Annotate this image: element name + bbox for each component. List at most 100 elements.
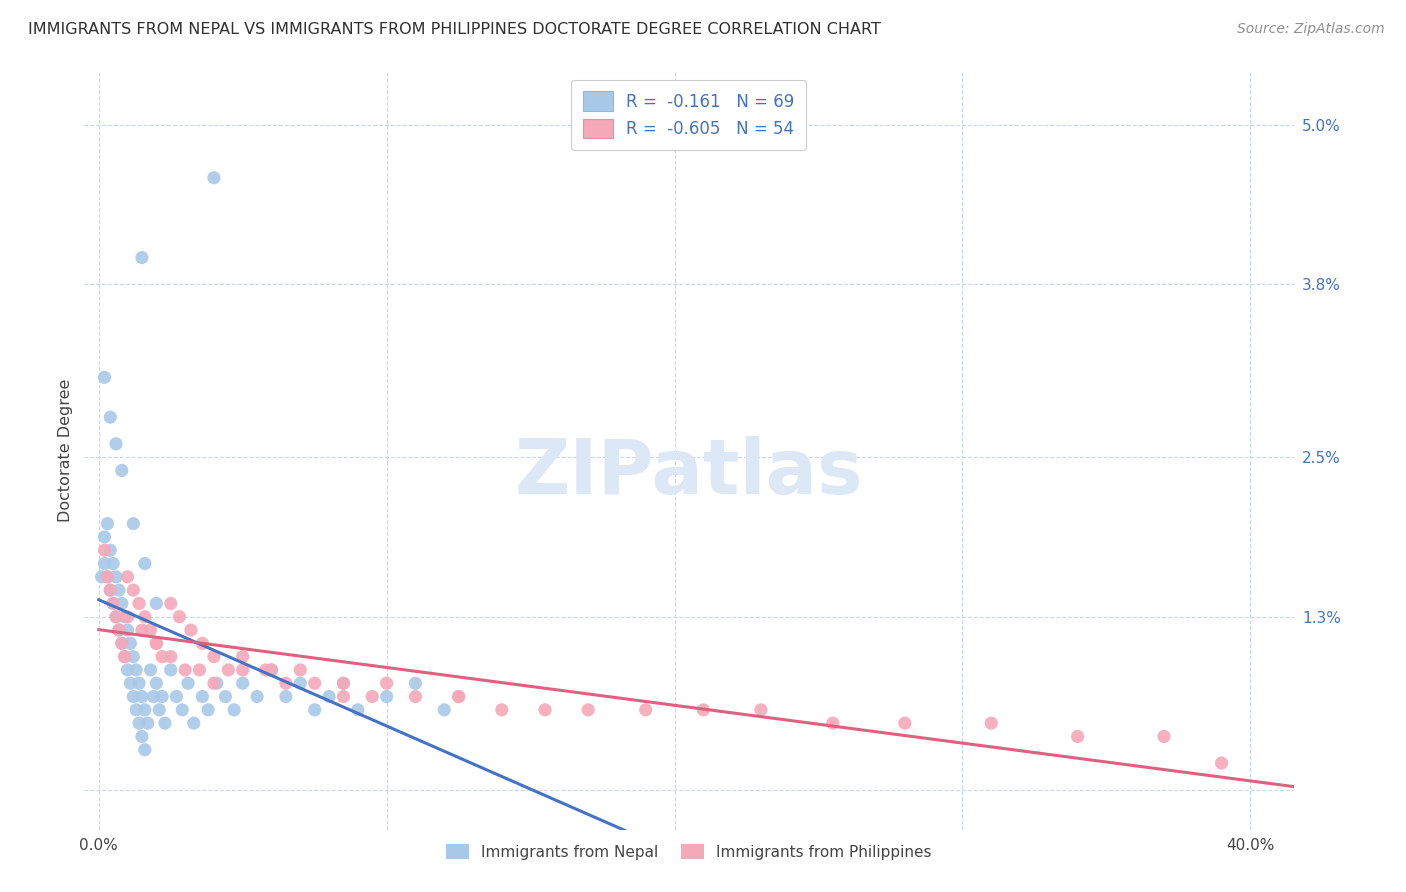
- Point: [134, 703, 156, 717]
- Point: [191, 636, 214, 650]
- Point: [122, 516, 145, 531]
- Point: [232, 649, 254, 664]
- Point: [125, 663, 148, 677]
- Point: [114, 609, 136, 624]
- Point: [197, 703, 219, 717]
- Point: [139, 623, 162, 637]
- Point: [111, 463, 134, 477]
- Point: [404, 676, 426, 690]
- Point: [93, 370, 115, 384]
- Point: [131, 251, 153, 265]
- Point: [214, 690, 236, 704]
- Point: [98, 410, 121, 425]
- Point: [111, 636, 134, 650]
- Point: [232, 676, 254, 690]
- Point: [347, 703, 370, 717]
- Point: [169, 609, 191, 624]
- Point: [274, 676, 297, 690]
- Point: [134, 557, 156, 571]
- Point: [93, 530, 115, 544]
- Point: [191, 690, 214, 704]
- Point: [134, 743, 156, 757]
- Point: [96, 516, 118, 531]
- Point: [159, 649, 181, 664]
- Point: [447, 690, 470, 704]
- Point: [142, 690, 165, 704]
- Point: [134, 609, 156, 624]
- Point: [122, 583, 145, 598]
- Point: [145, 596, 167, 610]
- Point: [122, 649, 145, 664]
- Point: [108, 623, 131, 637]
- Point: [246, 690, 269, 704]
- Point: [101, 596, 124, 610]
- Point: [217, 663, 239, 677]
- Point: [105, 609, 128, 624]
- Point: [105, 609, 128, 624]
- Point: [304, 703, 326, 717]
- Point: [318, 690, 340, 704]
- Point: [101, 596, 124, 610]
- Point: [108, 623, 131, 637]
- Point: [1211, 756, 1233, 770]
- Point: [96, 570, 118, 584]
- Legend: Immigrants from Nepal, Immigrants from Philippines: Immigrants from Nepal, Immigrants from P…: [439, 836, 939, 867]
- Point: [108, 583, 131, 598]
- Point: [290, 676, 312, 690]
- Point: [274, 690, 297, 704]
- Point: [98, 583, 121, 598]
- Point: [491, 703, 513, 717]
- Point: [120, 676, 142, 690]
- Point: [128, 596, 150, 610]
- Text: Source: ZipAtlas.com: Source: ZipAtlas.com: [1237, 22, 1385, 37]
- Point: [120, 636, 142, 650]
- Point: [136, 716, 159, 731]
- Point: [205, 676, 228, 690]
- Point: [180, 623, 202, 637]
- Text: ZIPatlas: ZIPatlas: [515, 436, 863, 510]
- Point: [98, 543, 121, 558]
- Point: [332, 676, 354, 690]
- Point: [128, 676, 150, 690]
- Point: [433, 703, 456, 717]
- Point: [96, 570, 118, 584]
- Point: [634, 703, 657, 717]
- Point: [114, 649, 136, 664]
- Point: [117, 623, 139, 637]
- Point: [576, 703, 599, 717]
- Point: [304, 676, 326, 690]
- Point: [332, 690, 354, 704]
- Point: [375, 690, 398, 704]
- Point: [111, 636, 134, 650]
- Point: [821, 716, 844, 731]
- Point: [105, 570, 128, 584]
- Point: [145, 676, 167, 690]
- Point: [447, 690, 470, 704]
- Point: [290, 663, 312, 677]
- Point: [148, 703, 170, 717]
- Point: [90, 570, 112, 584]
- Point: [375, 676, 398, 690]
- Point: [1066, 730, 1088, 744]
- Point: [172, 703, 194, 717]
- Point: [131, 730, 153, 744]
- Point: [145, 636, 167, 650]
- Point: [254, 663, 277, 677]
- Point: [260, 663, 283, 677]
- Point: [117, 609, 139, 624]
- Point: [98, 583, 121, 598]
- Point: [202, 170, 225, 185]
- Point: [93, 557, 115, 571]
- Point: [117, 570, 139, 584]
- Point: [166, 690, 188, 704]
- Point: [202, 649, 225, 664]
- Point: [150, 690, 173, 704]
- Point: [159, 596, 181, 610]
- Point: [139, 663, 162, 677]
- Point: [749, 703, 772, 717]
- Point: [145, 636, 167, 650]
- Point: [361, 690, 384, 704]
- Point: [128, 716, 150, 731]
- Point: [131, 623, 153, 637]
- Point: [1153, 730, 1175, 744]
